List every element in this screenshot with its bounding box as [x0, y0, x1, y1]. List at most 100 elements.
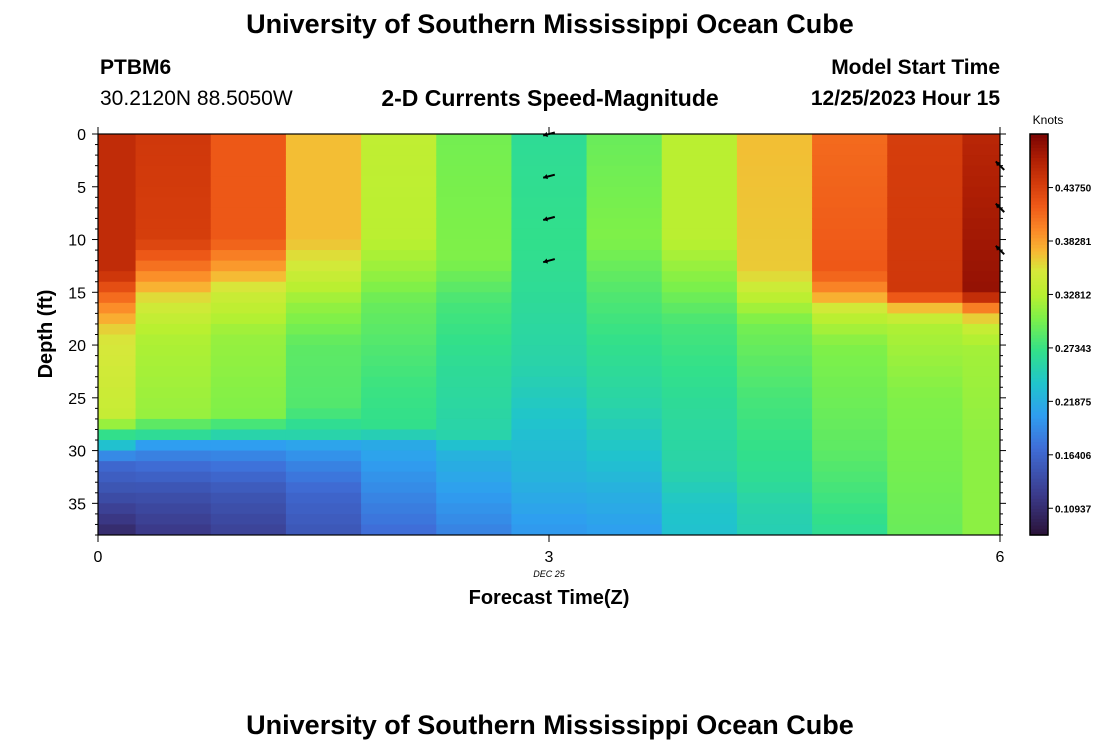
heatmap-cell: [361, 134, 437, 146]
heatmap-cell: [98, 250, 137, 262]
colorbar-segment: [1030, 267, 1048, 272]
heatmap-cell: [962, 302, 1000, 314]
heatmap-cell: [361, 239, 437, 251]
heatmap-cell: [285, 503, 362, 515]
heatmap-cell: [812, 260, 888, 272]
heatmap-cell: [285, 228, 362, 241]
heatmap-cell: [135, 492, 212, 504]
current-vector: [542, 215, 556, 222]
heatmap-cell: [586, 292, 663, 304]
heatmap-cell: [812, 176, 888, 188]
heatmap-cell: [511, 440, 588, 452]
heatmap-cell: [98, 260, 137, 272]
colorbar-segment: [1030, 157, 1048, 162]
heatmap-cell: [210, 418, 287, 431]
heatmap-cell: [361, 450, 437, 462]
heatmap-cell: [586, 366, 663, 378]
colorbar-segment: [1030, 247, 1048, 252]
heatmap-cell: [661, 503, 738, 515]
colorbar-segment: [1030, 514, 1048, 519]
heatmap-cell: [210, 429, 287, 441]
heatmap-cell: [962, 313, 1000, 325]
colorbar-tick-label: 0.32812: [1055, 290, 1092, 301]
heatmap-cell: [135, 418, 212, 431]
heatmap-cell: [736, 429, 813, 441]
model-start-value: 12/25/2023 Hour 15: [810, 87, 1000, 110]
colorbar-segment: [1030, 334, 1048, 339]
heatmap-cell: [661, 281, 738, 293]
colorbar-segment: [1030, 271, 1048, 275]
colorbar-segment: [1030, 418, 1048, 422]
heatmap-cell: [812, 461, 888, 473]
colorbar-segment: [1030, 184, 1048, 189]
heatmap-cell: [436, 302, 513, 314]
heatmap-cell: [210, 503, 287, 515]
heatmap-cell: [586, 207, 663, 220]
heatmap-cell: [736, 250, 813, 262]
heatmap-cell: [210, 513, 287, 526]
heatmap-cell: [736, 355, 813, 367]
heatmap-cell: [511, 207, 588, 220]
colorbar-segment: [1030, 531, 1048, 536]
heatmap-cell: [812, 281, 888, 293]
heatmap-cell: [736, 492, 813, 504]
heatmap-cell: [285, 387, 362, 399]
heatmap-cell: [210, 313, 287, 325]
heatmap-cell: [135, 376, 212, 388]
heatmap-cell: [285, 471, 362, 483]
heatmap-cell: [98, 482, 137, 494]
heatmap-cell: [812, 440, 888, 452]
colorbar-segment: [1030, 381, 1048, 386]
heatmap-cell: [661, 471, 738, 483]
heatmap-cell: [98, 239, 137, 251]
heatmap-cell: [436, 207, 513, 220]
station-id: PTBM6: [100, 56, 172, 79]
heatmap-cell: [887, 207, 964, 220]
colorbar-segment: [1030, 307, 1048, 312]
heatmap-cell: [210, 461, 287, 473]
colorbar-segment: [1030, 190, 1048, 195]
y-tick-label: 5: [77, 180, 86, 197]
heatmap-cell: [511, 513, 588, 526]
heatmap-cell: [887, 387, 964, 399]
heatmap-cell: [135, 323, 212, 336]
heatmap-cell: [586, 492, 663, 504]
heatmap-cell: [586, 250, 663, 262]
heatmap-cell: [135, 302, 212, 314]
x-tick-label: 0: [94, 549, 103, 566]
heatmap-cell: [361, 482, 437, 494]
colorbar-segment: [1030, 194, 1048, 199]
heatmap-cell: [361, 250, 437, 262]
heatmap-cell: [210, 197, 287, 209]
heatmap-cell: [210, 355, 287, 367]
heatmap-cell: [661, 134, 738, 146]
x-tick-label: 6: [996, 549, 1005, 566]
heatmap-cell: [661, 408, 738, 420]
heatmap-cell: [98, 197, 137, 209]
heatmap-cell: [285, 239, 362, 251]
heatmap-cell: [436, 524, 513, 535]
heatmap-cell: [135, 366, 212, 378]
heatmap-cell: [586, 323, 663, 336]
colorbar-segment: [1030, 428, 1048, 433]
heatmap-cell: [361, 292, 437, 304]
footer-title: University of Southern Mississippi Ocean…: [246, 710, 854, 740]
heatmap-cell: [736, 271, 813, 283]
heatmap-cell: [285, 355, 362, 367]
heatmap-cell: [511, 155, 588, 167]
heatmap-cell: [135, 271, 212, 283]
heatmap-cell: [887, 218, 964, 230]
heatmap-cell: [812, 155, 888, 167]
heatmap-cell: [586, 524, 663, 535]
y-tick-label: 20: [68, 338, 86, 355]
heatmap-cell: [98, 418, 137, 431]
y-axis: 0 5 10 15 20 25 30 35: [68, 127, 1006, 536]
heatmap-cell: [887, 492, 964, 504]
heatmap-cell: [962, 503, 1000, 515]
colorbar-tick-label: 0.21875: [1055, 397, 1092, 408]
colorbar-segment: [1030, 478, 1048, 483]
heatmap-cell: [887, 250, 964, 262]
heatmap-cell: [887, 176, 964, 188]
heatmap-cell: [887, 228, 964, 241]
heatmap-cell: [736, 418, 813, 431]
